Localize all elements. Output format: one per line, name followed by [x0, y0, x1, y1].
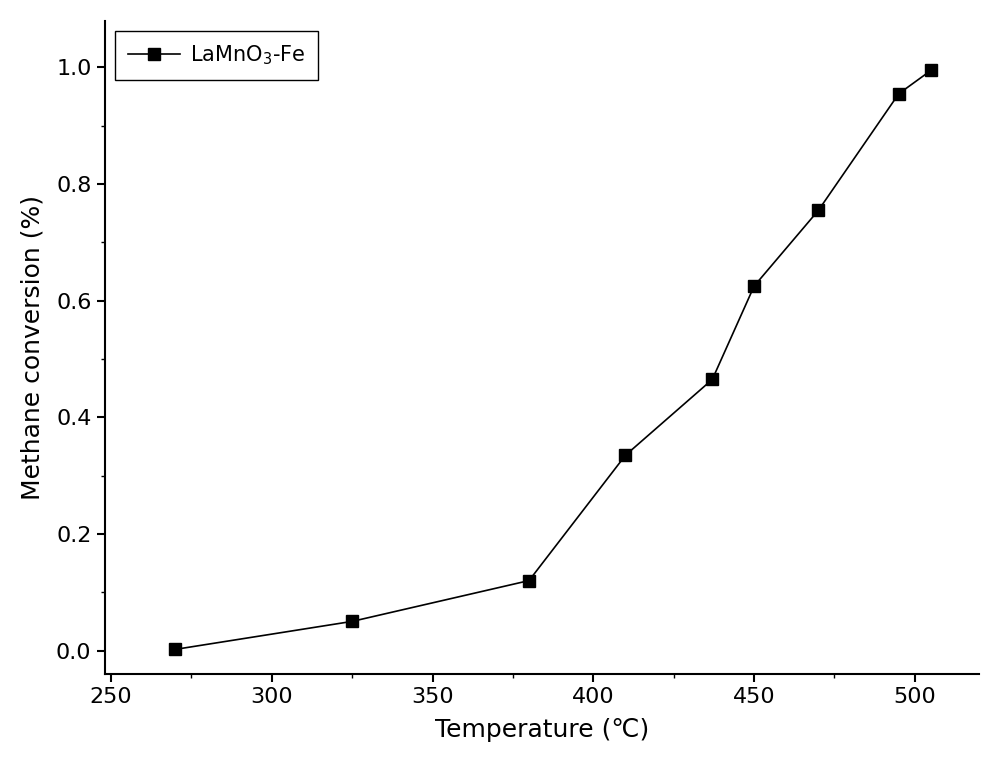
- Legend: LaMnO$_3$-Fe: LaMnO$_3$-Fe: [115, 31, 318, 80]
- LaMnO$_3$-Fe: [748, 282, 760, 291]
- LaMnO$_3$-Fe: [893, 89, 905, 98]
- LaMnO$_3$-Fe: [812, 206, 824, 215]
- Line: LaMnO$_3$-Fe: LaMnO$_3$-Fe: [170, 65, 936, 655]
- Y-axis label: Methane conversion (%): Methane conversion (%): [21, 195, 45, 500]
- X-axis label: Temperature (℃): Temperature (℃): [435, 718, 649, 742]
- LaMnO$_3$-Fe: [925, 66, 937, 75]
- LaMnO$_3$-Fe: [169, 645, 181, 654]
- LaMnO$_3$-Fe: [619, 451, 631, 460]
- LaMnO$_3$-Fe: [706, 375, 718, 384]
- LaMnO$_3$-Fe: [346, 617, 358, 626]
- LaMnO$_3$-Fe: [523, 576, 535, 585]
